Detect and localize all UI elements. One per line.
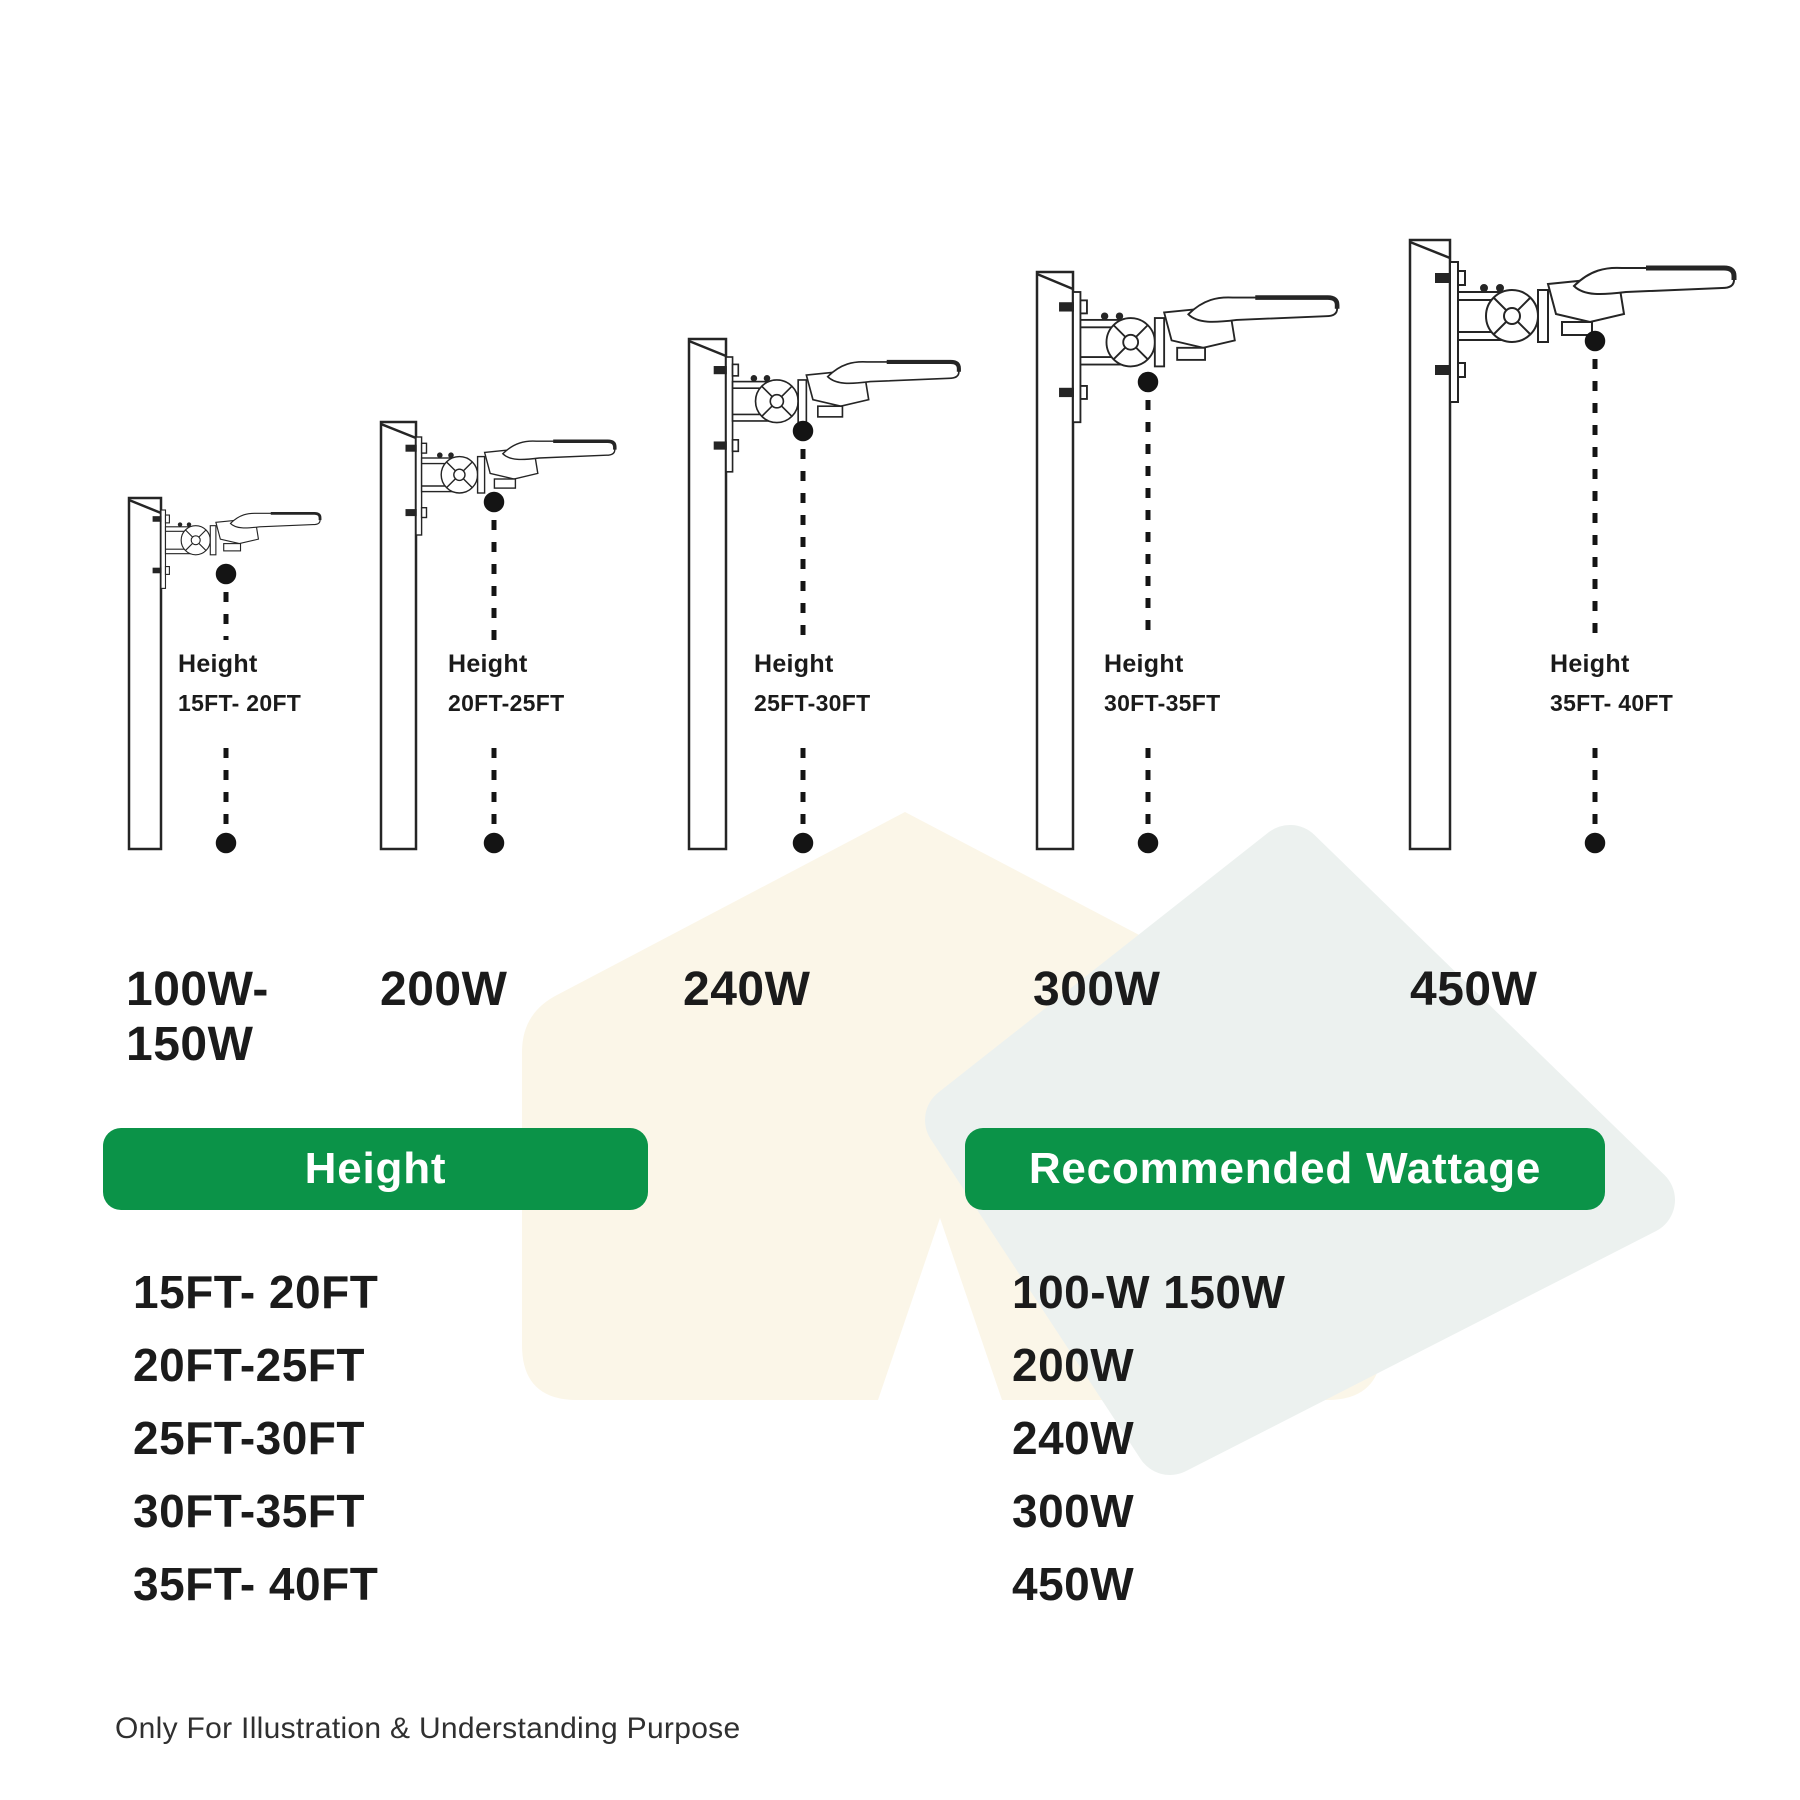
height-marker-dot-top	[792, 420, 814, 442]
height-marker-dot-top	[1584, 330, 1606, 352]
height-list-item: 35FT- 40FT	[133, 1558, 379, 1610]
pole-1-caption: Height 15FT- 20FT	[178, 650, 438, 717]
wattage-list: 100-W 150W 200W 240W 300W 450W	[1012, 1256, 1285, 1621]
caption-height-range: 35FT- 40FT	[1550, 690, 1674, 716]
caption-height-title: Height	[754, 650, 834, 678]
caption-height-range: 15FT- 20FT	[178, 690, 302, 716]
height-marker-dot-bottom	[483, 832, 505, 854]
height-list-item: 20FT-25FT	[133, 1339, 366, 1391]
height-marker-dot-top	[215, 563, 237, 585]
pole-3-wattage-label: 240W	[683, 963, 811, 1016]
height-list-item: 25FT-30FT	[133, 1412, 366, 1464]
height-list-item: 15FT- 20FT	[133, 1266, 379, 1318]
pole-5-drawing	[1408, 238, 1734, 854]
pole-diagram	[127, 238, 1800, 854]
height-marker-dot-bottom	[215, 832, 237, 854]
height-marker-dot-top	[483, 491, 505, 513]
caption-height-title: Height	[448, 650, 528, 678]
height-marker-dot-bottom	[1584, 832, 1606, 854]
pole-4-wattage-label: 300W	[1033, 963, 1161, 1016]
pole-1-drawing	[127, 496, 322, 854]
height-section-button: Height	[103, 1128, 648, 1210]
wattage-list-item: 450W	[1012, 1558, 1135, 1610]
caption-height-range: 20FT-25FT	[448, 690, 565, 716]
height-marker-dot-bottom	[792, 832, 814, 854]
pole-3-drawing	[687, 337, 959, 854]
pole-2-drawing	[379, 420, 617, 854]
pole-5-wattage-label: 450W	[1410, 963, 1538, 1016]
pole-3-caption: Height 25FT-30FT	[754, 650, 1014, 717]
caption-height-title: Height	[178, 650, 258, 678]
caption-height-range: 30FT-35FT	[1104, 690, 1221, 716]
recommended-wattage-section-button: Recommended Wattage	[965, 1128, 1605, 1210]
pole-5-caption: Height 35FT- 40FT	[1550, 650, 1800, 717]
height-list-item: 30FT-35FT	[133, 1485, 366, 1537]
pole-4-drawing	[1035, 270, 1337, 854]
wattage-list-item: 100-W 150W	[1012, 1266, 1286, 1318]
caption-height-range: 25FT-30FT	[754, 690, 871, 716]
caption-height-title: Height	[1104, 650, 1184, 678]
pole-4-caption: Height 30FT-35FT	[1104, 650, 1364, 717]
pole-2-wattage-label: 200W	[380, 963, 508, 1016]
height-marker-dot-top	[1137, 371, 1159, 393]
pole-2-caption: Height 20FT-25FT	[448, 650, 708, 717]
pole-1-wattage-label: 100W- 150W	[126, 963, 269, 1071]
caption-height-title: Height	[1550, 650, 1630, 678]
wattage-list-item: 200W	[1012, 1339, 1135, 1391]
height-marker-dot-bottom	[1137, 832, 1159, 854]
height-list: 15FT- 20FT 20FT-25FT 25FT-30FT 30FT-35FT…	[133, 1256, 378, 1621]
wattage-list-item: 300W	[1012, 1485, 1135, 1537]
disclaimer-note: Only For Illustration & Understanding Pu…	[115, 1712, 741, 1745]
wattage-list-item: 240W	[1012, 1412, 1135, 1464]
